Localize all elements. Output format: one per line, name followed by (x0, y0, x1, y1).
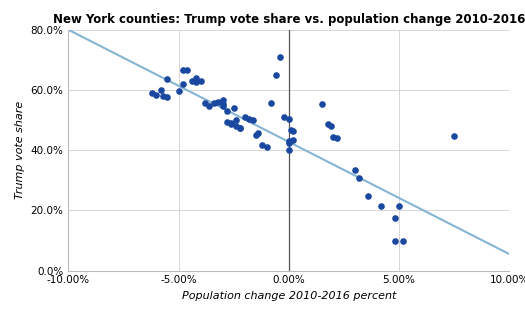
Point (251, 132, 260, 138)
Point (236, 125, 245, 130)
Point (232, 117, 240, 123)
Point (391, 239, 399, 244)
Point (174, 88, 183, 93)
Point (351, 167, 359, 172)
Point (377, 203, 385, 208)
Point (205, 103, 214, 108)
Point (183, 68, 192, 73)
Point (267, 101, 275, 106)
Point (285, 140, 293, 145)
Point (218, 101, 227, 106)
Point (192, 80, 201, 85)
Point (271, 73, 280, 78)
Point (192, 75, 201, 81)
Point (223, 108, 231, 114)
Point (333, 135, 341, 141)
Point (148, 90, 156, 96)
Point (201, 101, 209, 106)
Point (227, 120, 236, 126)
Point (159, 93, 167, 99)
Point (395, 203, 403, 209)
Point (324, 121, 333, 126)
Point (285, 116, 293, 121)
Point (262, 145, 271, 150)
Point (391, 215, 399, 220)
Point (223, 119, 231, 124)
Point (258, 142, 267, 148)
Point (156, 87, 165, 93)
Point (280, 115, 289, 120)
Point (229, 105, 238, 111)
Point (192, 79, 201, 84)
Point (399, 239, 407, 244)
Point (355, 176, 363, 181)
Point (209, 100, 218, 105)
Point (285, 139, 293, 144)
Point (163, 77, 172, 82)
Point (214, 99, 223, 105)
Point (152, 92, 161, 98)
Point (218, 98, 227, 103)
Point (187, 78, 196, 83)
Point (318, 101, 326, 107)
Point (276, 54, 284, 59)
Point (240, 115, 249, 120)
Title: New York counties: Trump vote share vs. population change 2010-2016: New York counties: Trump vote share vs. … (52, 13, 525, 26)
Point (196, 78, 205, 83)
Point (232, 123, 240, 129)
Point (178, 67, 187, 72)
Point (289, 129, 297, 134)
Point (329, 135, 337, 140)
Point (178, 81, 187, 86)
Point (163, 94, 172, 99)
Point (364, 194, 372, 199)
Point (327, 123, 335, 129)
Point (245, 116, 253, 121)
Point (227, 121, 236, 126)
Point (450, 133, 458, 139)
Point (285, 148, 293, 153)
X-axis label: Population change 2010-2016 percent: Population change 2010-2016 percent (182, 291, 396, 301)
Point (254, 131, 262, 136)
Point (289, 137, 297, 142)
Point (249, 117, 258, 123)
Point (236, 126, 245, 131)
Point (218, 104, 227, 109)
Y-axis label: Trump vote share: Trump vote share (15, 101, 25, 199)
Point (287, 127, 295, 132)
